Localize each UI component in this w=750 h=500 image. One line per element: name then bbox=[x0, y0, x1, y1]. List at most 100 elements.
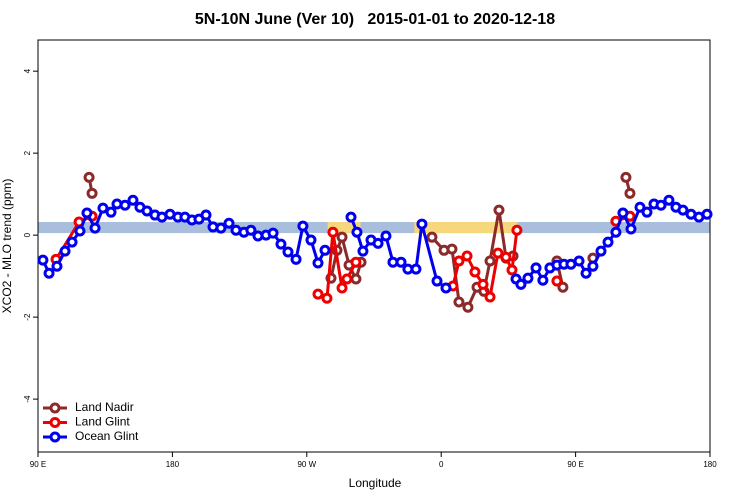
data-point bbox=[319, 244, 331, 256]
data-point bbox=[351, 226, 363, 238]
data-point bbox=[587, 260, 599, 272]
x-tick-label: 180 bbox=[703, 460, 717, 469]
data-point bbox=[620, 171, 632, 183]
data-point bbox=[431, 275, 443, 287]
data-point bbox=[537, 274, 549, 286]
x-tick-label: 180 bbox=[166, 460, 180, 469]
data-point bbox=[410, 263, 422, 275]
legend-marker bbox=[49, 431, 61, 443]
data-point bbox=[51, 260, 63, 272]
data-point bbox=[66, 236, 78, 248]
data-point bbox=[37, 254, 49, 266]
y-tick-label: 2 bbox=[23, 150, 32, 155]
highlight-region bbox=[414, 222, 518, 234]
x-tick-label: 90 E bbox=[30, 460, 46, 469]
data-point bbox=[663, 194, 675, 206]
data-point bbox=[345, 211, 357, 223]
data-point bbox=[305, 234, 317, 246]
data-point bbox=[223, 217, 235, 229]
data-point bbox=[357, 245, 369, 257]
data-point bbox=[453, 255, 465, 267]
plot-frame bbox=[37, 39, 711, 453]
data-point bbox=[350, 273, 362, 285]
reference-band bbox=[38, 222, 710, 234]
data-point bbox=[500, 251, 512, 263]
data-point bbox=[610, 226, 622, 238]
data-point bbox=[321, 292, 333, 304]
data-point bbox=[625, 223, 637, 235]
data-point bbox=[617, 207, 629, 219]
data-point bbox=[297, 220, 309, 232]
data-point bbox=[141, 205, 153, 217]
legend-marker bbox=[49, 417, 61, 428]
data-point bbox=[215, 222, 227, 234]
y-tick-label: 0 bbox=[23, 232, 32, 237]
data-point bbox=[492, 247, 504, 259]
data-point bbox=[282, 246, 294, 258]
data-point bbox=[634, 201, 646, 213]
data-point bbox=[395, 256, 407, 268]
data-point bbox=[701, 208, 713, 220]
data-point bbox=[595, 245, 607, 257]
y-axis-label: XCO2 - MLO trend (ppm) bbox=[0, 179, 14, 314]
data-point bbox=[677, 204, 689, 216]
data-point bbox=[267, 227, 279, 239]
x-tick-label: 90 E bbox=[567, 460, 583, 469]
legend-label: Land Glint bbox=[75, 415, 130, 429]
data-point bbox=[200, 209, 212, 221]
data-point bbox=[522, 272, 534, 284]
data-point bbox=[506, 264, 518, 276]
data-point bbox=[43, 267, 55, 279]
data-point bbox=[511, 224, 523, 236]
data-point bbox=[336, 282, 348, 294]
data-point bbox=[83, 171, 95, 183]
data-point bbox=[86, 187, 98, 199]
data-point bbox=[59, 245, 71, 257]
data-point bbox=[573, 255, 585, 267]
legend-label: Land Nadir bbox=[75, 400, 134, 414]
data-point bbox=[484, 255, 496, 267]
data-point bbox=[641, 206, 653, 218]
data-point bbox=[551, 275, 563, 287]
data-point bbox=[275, 238, 287, 250]
data-point bbox=[380, 230, 392, 242]
data-point bbox=[453, 296, 465, 308]
x-tick-label: 0 bbox=[439, 460, 444, 469]
data-point bbox=[127, 194, 139, 206]
data-point bbox=[530, 262, 542, 274]
data-point bbox=[290, 253, 302, 265]
y-tick-label: -2 bbox=[23, 313, 32, 321]
y-tick-label: 4 bbox=[23, 68, 32, 73]
data-point bbox=[462, 301, 474, 313]
data-point bbox=[602, 236, 614, 248]
data-point bbox=[477, 278, 489, 290]
data-point bbox=[469, 266, 481, 278]
data-point bbox=[74, 225, 86, 237]
data-point bbox=[81, 207, 93, 219]
highlight-region bbox=[327, 222, 361, 234]
x-axis-label: Longitude bbox=[349, 476, 402, 490]
data-point bbox=[89, 222, 101, 234]
data-point bbox=[484, 291, 496, 303]
data-point bbox=[350, 256, 362, 268]
data-point bbox=[341, 273, 353, 285]
data-point bbox=[461, 250, 473, 262]
data-point bbox=[655, 199, 667, 211]
legend-label: Ocean Glint bbox=[75, 429, 139, 443]
chart-title: 5N-10N June (Ver 10) 2015-01-01 to 2020-… bbox=[195, 11, 555, 28]
data-point bbox=[624, 187, 636, 199]
y-tick-label: -4 bbox=[23, 395, 32, 403]
data-point bbox=[440, 282, 452, 294]
legend-marker bbox=[49, 402, 61, 414]
data-point bbox=[312, 257, 324, 269]
data-point bbox=[515, 278, 527, 290]
data-point bbox=[327, 226, 339, 238]
data-point bbox=[97, 202, 109, 214]
data-point bbox=[557, 281, 569, 293]
x-tick-label: 90 W bbox=[297, 460, 316, 469]
data-point bbox=[446, 243, 458, 255]
data-point bbox=[372, 237, 384, 249]
data-point bbox=[416, 218, 428, 230]
